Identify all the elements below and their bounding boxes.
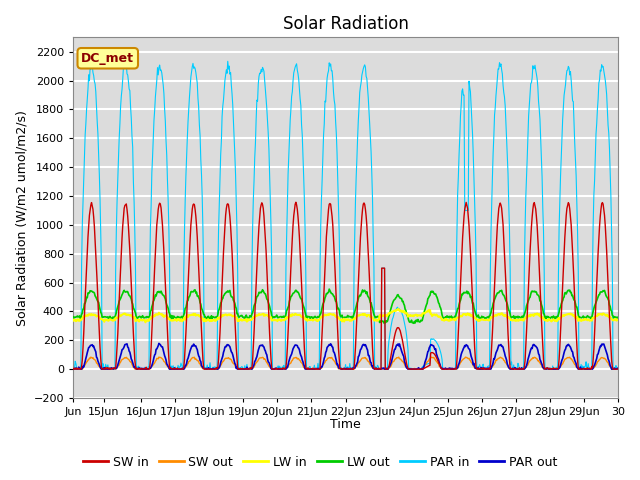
- Y-axis label: Solar Radiation (W/m2 umol/m2/s): Solar Radiation (W/m2 umol/m2/s): [15, 110, 28, 325]
- Text: DC_met: DC_met: [81, 52, 134, 65]
- X-axis label: Time: Time: [330, 419, 361, 432]
- Title: Solar Radiation: Solar Radiation: [283, 15, 408, 33]
- Legend: SW in, SW out, LW in, LW out, PAR in, PAR out: SW in, SW out, LW in, LW out, PAR in, PA…: [77, 451, 563, 474]
